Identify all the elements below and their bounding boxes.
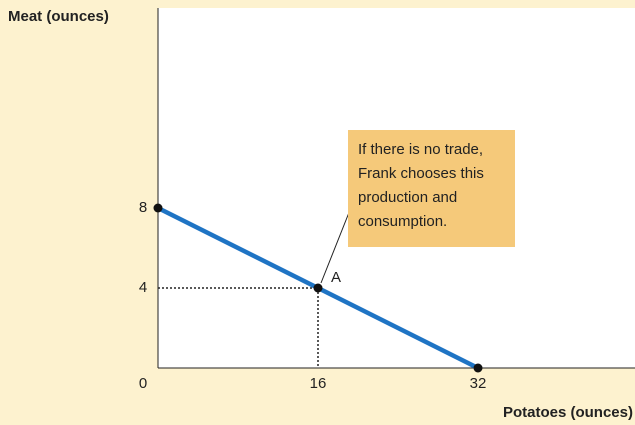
- point: [313, 283, 323, 293]
- x-tick-label: 0: [139, 375, 147, 392]
- point: [473, 363, 483, 373]
- point-label: A: [331, 269, 341, 286]
- annotation-text: consumption.: [358, 213, 447, 230]
- annotation-text: If there is no trade,: [358, 141, 483, 158]
- annotation-box: [348, 130, 515, 247]
- y-axis-label: Meat (ounces): [8, 8, 109, 25]
- x-axis-label: Potatoes (ounces): [503, 404, 633, 421]
- annotation-text: production and: [358, 189, 457, 206]
- x-tick-label: 16: [310, 375, 327, 392]
- x-tick-label: 32: [470, 375, 487, 392]
- annotation-text: Frank chooses this: [358, 165, 484, 182]
- point: [153, 203, 163, 213]
- y-tick-label: 4: [139, 279, 147, 296]
- y-tick-label: 8: [139, 199, 147, 216]
- annotation-leader: [320, 209, 351, 284]
